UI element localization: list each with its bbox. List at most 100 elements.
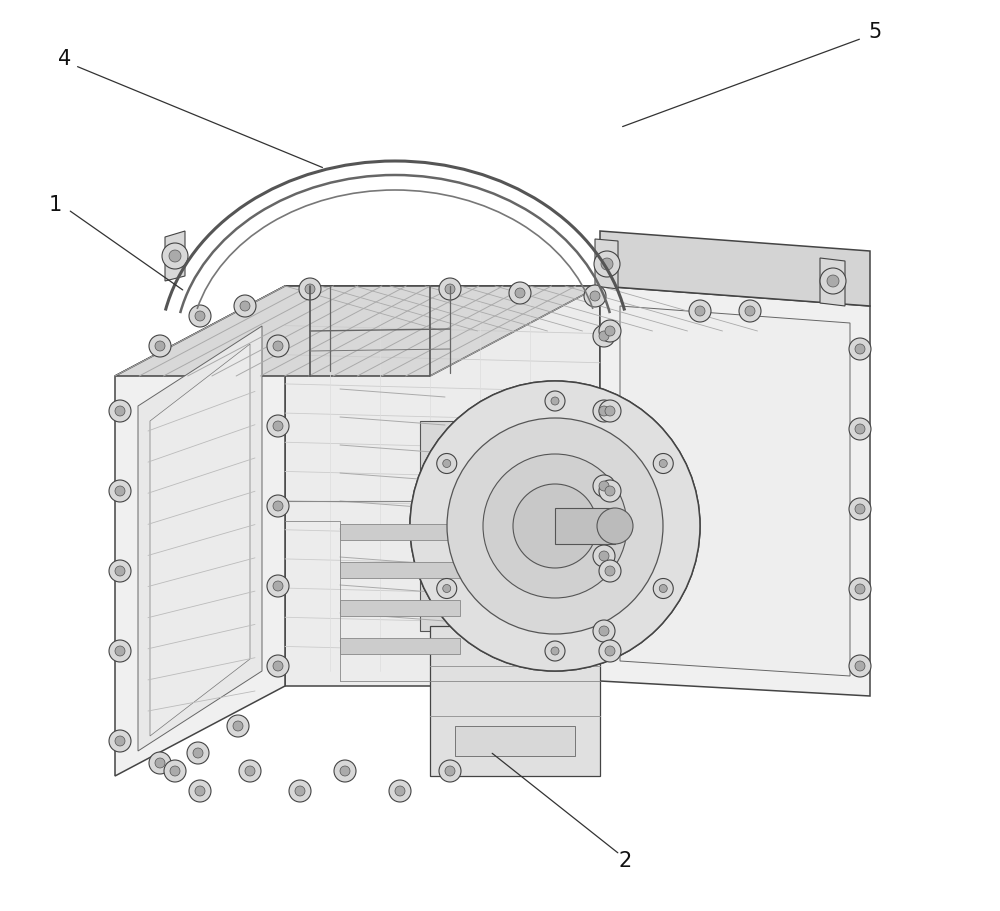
Circle shape (245, 766, 255, 776)
Circle shape (295, 786, 305, 796)
Polygon shape (555, 508, 615, 544)
Circle shape (395, 786, 405, 796)
Circle shape (443, 585, 451, 592)
Polygon shape (600, 231, 870, 306)
Polygon shape (595, 239, 618, 289)
Circle shape (545, 391, 565, 411)
Circle shape (545, 641, 565, 661)
Circle shape (155, 341, 165, 351)
Circle shape (439, 278, 461, 300)
Circle shape (437, 454, 457, 474)
Circle shape (849, 578, 871, 600)
Circle shape (599, 551, 609, 561)
Circle shape (590, 291, 600, 301)
Bar (340, 638, 460, 654)
Text: 1: 1 (48, 195, 62, 215)
Circle shape (109, 480, 131, 502)
Circle shape (849, 498, 871, 520)
Circle shape (849, 418, 871, 440)
Bar (340, 600, 460, 616)
Polygon shape (455, 726, 575, 756)
Circle shape (267, 655, 289, 677)
Circle shape (659, 585, 667, 592)
Circle shape (234, 295, 256, 317)
Circle shape (739, 300, 761, 322)
Circle shape (653, 578, 673, 599)
Circle shape (149, 752, 171, 774)
Circle shape (599, 406, 609, 416)
Circle shape (162, 243, 188, 269)
Circle shape (233, 721, 243, 731)
Polygon shape (150, 344, 250, 736)
Bar (340, 562, 460, 578)
Circle shape (593, 400, 615, 422)
Circle shape (659, 459, 667, 467)
Polygon shape (820, 258, 845, 306)
Circle shape (115, 736, 125, 746)
Circle shape (109, 400, 131, 422)
Circle shape (445, 766, 455, 776)
Circle shape (273, 581, 283, 591)
Circle shape (653, 454, 673, 474)
Circle shape (267, 415, 289, 437)
Circle shape (267, 495, 289, 517)
Circle shape (605, 646, 615, 656)
Circle shape (193, 748, 203, 758)
Circle shape (443, 459, 451, 467)
Circle shape (267, 575, 289, 597)
Circle shape (597, 508, 633, 544)
Circle shape (849, 655, 871, 677)
Circle shape (855, 504, 865, 514)
Circle shape (273, 421, 283, 431)
Circle shape (827, 275, 839, 287)
Circle shape (289, 780, 311, 802)
Circle shape (593, 475, 615, 497)
Circle shape (109, 640, 131, 662)
Circle shape (605, 566, 615, 576)
Circle shape (689, 300, 711, 322)
Circle shape (601, 258, 613, 270)
Circle shape (855, 584, 865, 594)
Circle shape (599, 640, 621, 662)
Circle shape (593, 545, 615, 567)
Text: 2: 2 (618, 851, 632, 871)
Circle shape (164, 760, 186, 782)
Circle shape (155, 758, 165, 768)
Circle shape (515, 288, 525, 298)
Circle shape (170, 766, 180, 776)
Circle shape (584, 285, 606, 307)
Text: 4: 4 (58, 49, 72, 69)
Polygon shape (620, 306, 850, 676)
Circle shape (273, 661, 283, 671)
Circle shape (593, 620, 615, 642)
Text: 5: 5 (868, 22, 882, 42)
Circle shape (299, 278, 321, 300)
Circle shape (187, 742, 209, 764)
Circle shape (189, 780, 211, 802)
Bar (340, 524, 460, 540)
Polygon shape (115, 286, 600, 376)
Circle shape (189, 305, 211, 327)
Circle shape (855, 661, 865, 671)
Circle shape (593, 325, 615, 347)
Circle shape (410, 381, 700, 671)
Circle shape (745, 306, 755, 316)
Circle shape (599, 480, 621, 502)
Circle shape (599, 626, 609, 636)
Circle shape (334, 760, 356, 782)
Circle shape (115, 486, 125, 496)
Circle shape (855, 424, 865, 434)
Circle shape (227, 715, 249, 737)
Circle shape (820, 268, 846, 294)
Circle shape (410, 381, 700, 671)
Polygon shape (115, 286, 285, 776)
Circle shape (599, 320, 621, 342)
Circle shape (599, 400, 621, 422)
Circle shape (437, 578, 457, 599)
Circle shape (273, 501, 283, 511)
Circle shape (855, 344, 865, 354)
Circle shape (599, 331, 609, 341)
Polygon shape (430, 626, 600, 776)
Circle shape (169, 250, 181, 262)
Circle shape (115, 566, 125, 576)
